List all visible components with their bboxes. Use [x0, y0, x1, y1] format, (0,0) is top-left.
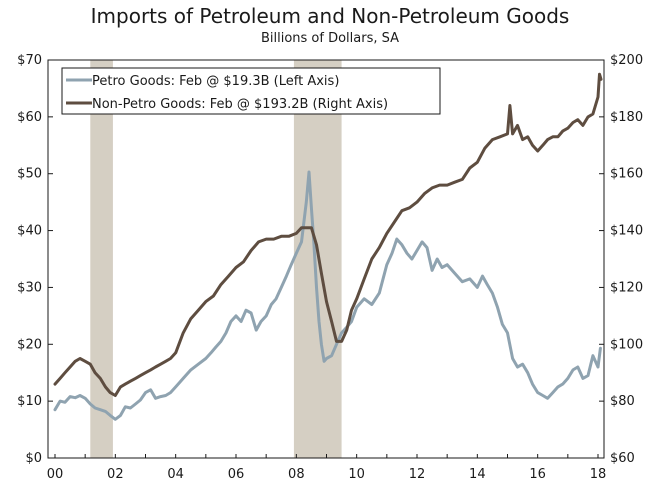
x-tick-label: 12 [409, 467, 426, 482]
x-tick-label: 06 [228, 467, 245, 482]
chart-subtitle: Billions of Dollars, SA [260, 31, 400, 46]
x-tick-label: 02 [107, 467, 124, 482]
x-axis: 00 02 04 06 08 10 12 14 16 18 [47, 454, 607, 482]
left-tick-label: $70 [17, 53, 42, 68]
x-tick-label: 10 [348, 467, 365, 482]
right-tick-label: $60 [610, 451, 635, 466]
left-tick-label: $30 [17, 280, 42, 295]
x-tick-label: 00 [47, 467, 64, 482]
right-tick-label: $80 [610, 394, 635, 409]
chart-title: Imports of Petroleum and Non-Petroleum G… [90, 4, 570, 28]
left-tick-label: $40 [17, 224, 42, 239]
left-tick-label: $10 [17, 394, 42, 409]
x-tick-label: 04 [167, 467, 184, 482]
series-line-non-petro [53, 72, 603, 397]
x-tick-label: 08 [288, 467, 305, 482]
right-tick-label: $140 [610, 224, 643, 239]
left-tick-label: $20 [17, 337, 42, 352]
right-tick-label: $120 [610, 280, 643, 295]
x-tick-label: 16 [529, 467, 546, 482]
legend-label-non-petro: Non-Petro Goods: Feb @ $193.2B (Right Ax… [92, 97, 388, 112]
legend-label-petro: Petro Goods: Feb @ $19.3B (Left Axis) [92, 74, 339, 89]
left-tick-label: $60 [17, 110, 42, 125]
legend: Petro Goods: Feb @ $19.3B (Left Axis) No… [61, 67, 441, 115]
right-tick-label: $160 [610, 167, 643, 182]
x-tick-label: 18 [590, 467, 607, 482]
left-tick-label: $0 [25, 451, 42, 466]
right-tick-label: $200 [610, 53, 643, 68]
x-tick-label: 14 [469, 467, 486, 482]
series-lines [53, 72, 603, 421]
series-line-petro [53, 170, 602, 421]
recession-band-0 [90, 60, 113, 458]
left-tick-label: $50 [17, 167, 42, 182]
right-axis: $60 $80 $100 $120 $140 $160 $180 $200 [599, 53, 643, 466]
left-axis: $0 $10 $20 $30 $40 $50 $60 $70 [17, 53, 53, 466]
right-tick-label: $180 [610, 110, 643, 125]
legend-box [61, 67, 441, 115]
recession-bands [90, 60, 342, 458]
right-tick-label: $100 [610, 337, 643, 352]
